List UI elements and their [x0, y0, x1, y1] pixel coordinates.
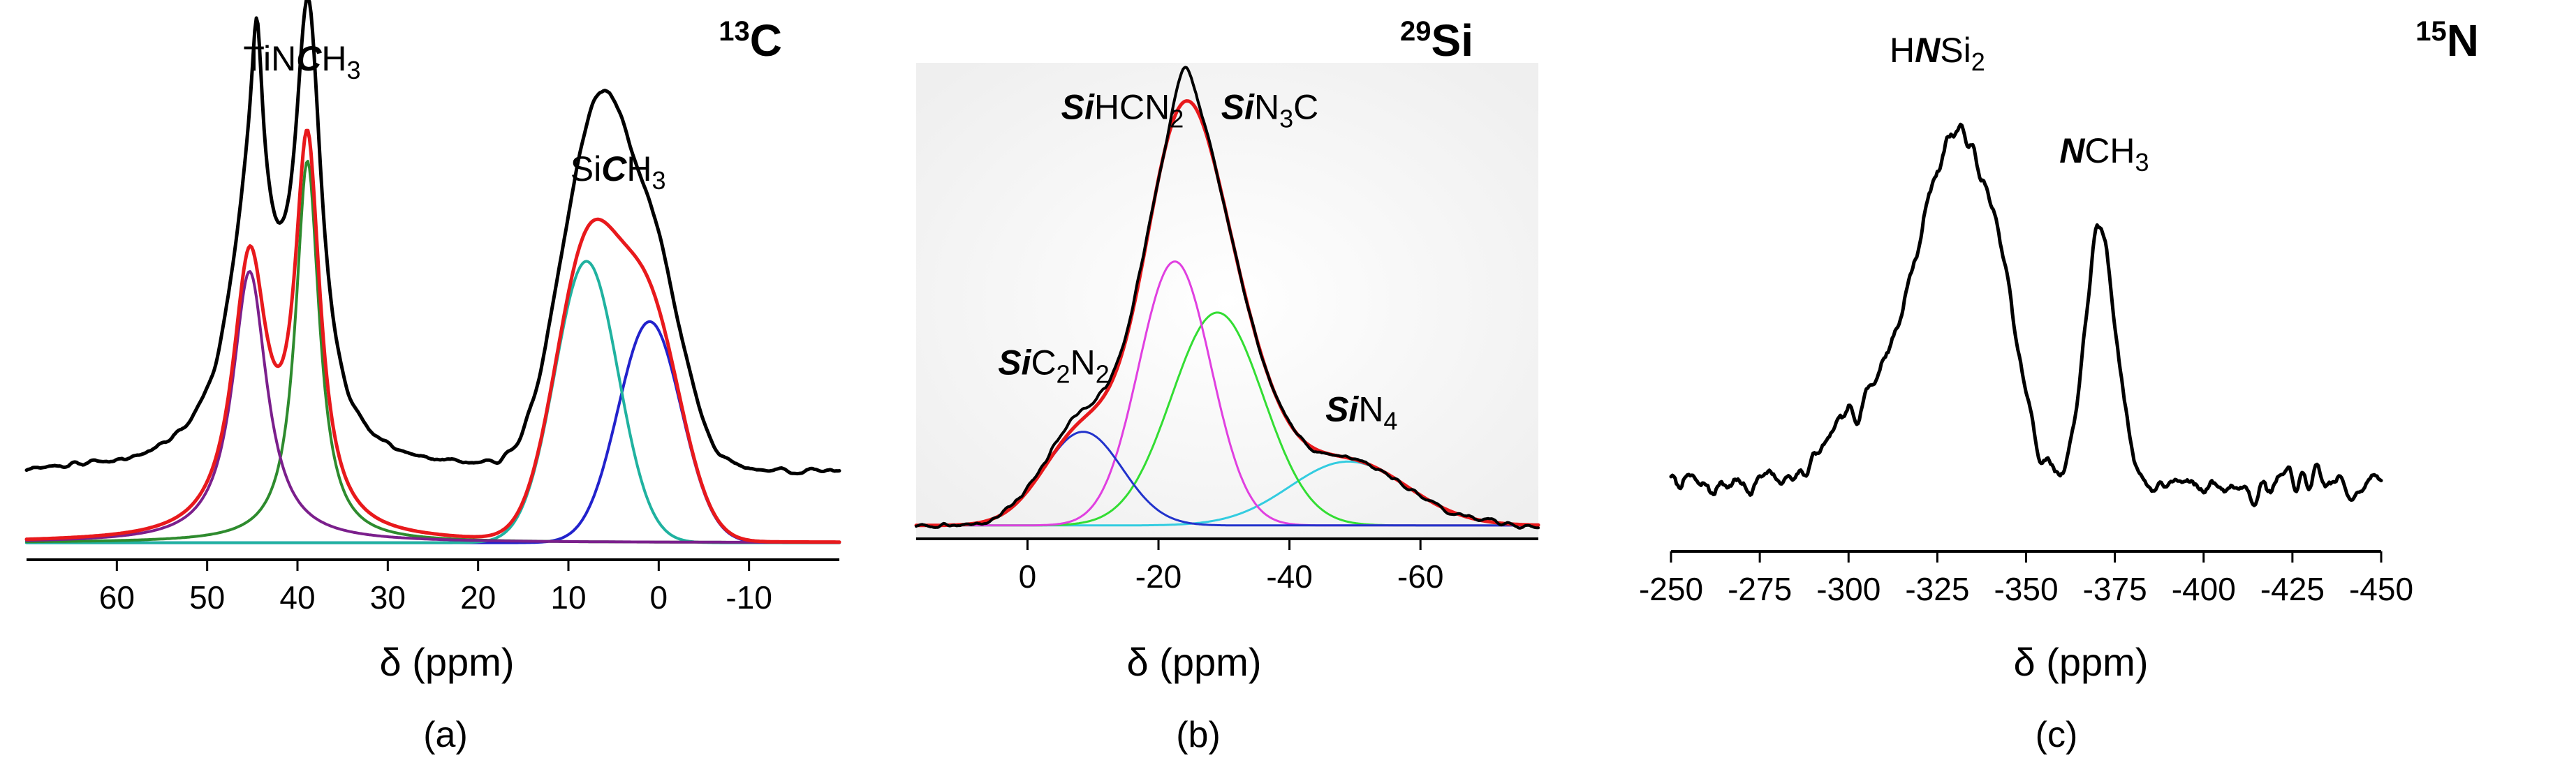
panel-c-15n-spectrum: -250 -275 -300 -325 -350 -375 -400 -425 -450 δ (p… — [1639, 15, 2479, 755]
label-part: N — [2059, 131, 2085, 170]
label-part: 3 — [1279, 104, 1293, 133]
label-part: N — [1358, 389, 1383, 429]
nucleus-symbol: Si — [1431, 15, 1473, 66]
x-tick-label: 20 — [460, 579, 496, 616]
label-part: C — [1293, 87, 1318, 126]
label-part: H — [321, 39, 346, 78]
nucleus-mass: 15 — [2415, 16, 2447, 47]
label-part: TiN — [243, 39, 296, 78]
x-axis-label: δ (ppm) — [1127, 640, 1262, 684]
plot-background — [916, 63, 1538, 539]
label-part: H — [1890, 31, 1915, 70]
nucleus-label: 13C — [719, 15, 782, 66]
nucleus-symbol: C — [750, 15, 782, 66]
x-axis-label: δ (ppm) — [2014, 640, 2149, 684]
label-part: 3 — [652, 166, 665, 195]
nucleus-mass: 13 — [719, 16, 750, 47]
label-part: HCN — [1094, 87, 1170, 126]
x-tick-label: -20 — [1135, 558, 1182, 595]
peak-label-sicH3: SiCH3 — [571, 149, 666, 195]
series-component-1-ppm — [25, 320, 841, 544]
x-tick-label: -10 — [726, 579, 772, 616]
label-part: H — [626, 149, 652, 188]
peak-label-sin3c: SiN3C — [1221, 87, 1319, 133]
nucleus-mass: 29 — [1400, 16, 1431, 47]
label-part: N — [1254, 87, 1279, 126]
series-experimental — [915, 66, 1540, 530]
nucleus-symbol: N — [2447, 15, 2479, 66]
panel-label: (a) — [423, 715, 468, 755]
label-part: 3 — [347, 56, 361, 84]
x-tick-label: -400 — [2172, 571, 2236, 607]
series-component-39-ppm — [25, 160, 841, 544]
x-axis-label: δ (ppm) — [380, 640, 515, 684]
series-component-8-ppm — [25, 260, 841, 544]
label-part: Si — [1221, 87, 1255, 126]
peak-label-nch3: NCH3 — [2059, 131, 2149, 177]
label-part: C — [296, 39, 322, 78]
series-experimental — [1669, 122, 2383, 507]
panel-label: (b) — [1176, 715, 1221, 755]
label-part: Si — [1325, 389, 1359, 429]
label-part: 2 — [1096, 359, 1110, 388]
x-tick-label: -350 — [1994, 571, 2058, 607]
label-part: C — [1031, 343, 1056, 382]
peak-label-sic2n2: SiC2N2 — [998, 343, 1110, 388]
x-tick-label: -40 — [1266, 558, 1312, 595]
label-part: 2 — [1170, 104, 1184, 133]
label-part: C — [601, 149, 627, 188]
x-tick-label: 0 — [1019, 558, 1037, 595]
label-part: 3 — [2135, 148, 2149, 177]
nucleus-label: 15N — [2415, 15, 2479, 66]
x-tick-label: -325 — [1905, 571, 1969, 607]
x-tick-label: 40 — [279, 579, 315, 616]
peak-label-tincH3: TiNCH3 — [243, 39, 360, 84]
x-tick-label: -375 — [2083, 571, 2147, 607]
x-tick-label: -450 — [2349, 571, 2413, 607]
x-tick-label: 60 — [99, 579, 135, 616]
label-part: Si — [571, 149, 601, 188]
series-experimental — [24, 0, 841, 476]
label-part: CH — [2084, 131, 2135, 170]
x-tick-label: -300 — [1816, 571, 1881, 607]
series-component-45-ppm — [25, 270, 841, 544]
x-tick-label: -60 — [1397, 558, 1443, 595]
nucleus-label: 29Si — [1400, 15, 1473, 66]
x-tick-label: 50 — [189, 579, 225, 616]
peak-label-hnsi2: HNSi2 — [1890, 31, 1985, 76]
x-tick-label: -425 — [2260, 571, 2325, 607]
x-tick-label: 30 — [370, 579, 406, 616]
series-sum-fit — [24, 128, 841, 544]
x-tick-label: -250 — [1639, 571, 1703, 607]
x-tick-label: -275 — [1728, 571, 1792, 607]
x-tick-label: 10 — [550, 579, 586, 616]
label-part: N — [1070, 343, 1096, 382]
label-part: Si — [1940, 31, 1971, 70]
label-part: Si — [998, 343, 1031, 382]
peak-label-sin4: SiN4 — [1325, 389, 1397, 435]
label-part: 2 — [1057, 359, 1070, 388]
label-part: Si — [1061, 87, 1095, 126]
label-part: 4 — [1383, 406, 1397, 435]
x-tick-label: 0 — [650, 579, 668, 616]
label-part: 2 — [1971, 47, 1985, 76]
panel-label: (c) — [2036, 715, 2078, 755]
peak-label-sihcn2: SiHCN2 — [1061, 87, 1184, 133]
label-part: N — [1915, 31, 1941, 70]
